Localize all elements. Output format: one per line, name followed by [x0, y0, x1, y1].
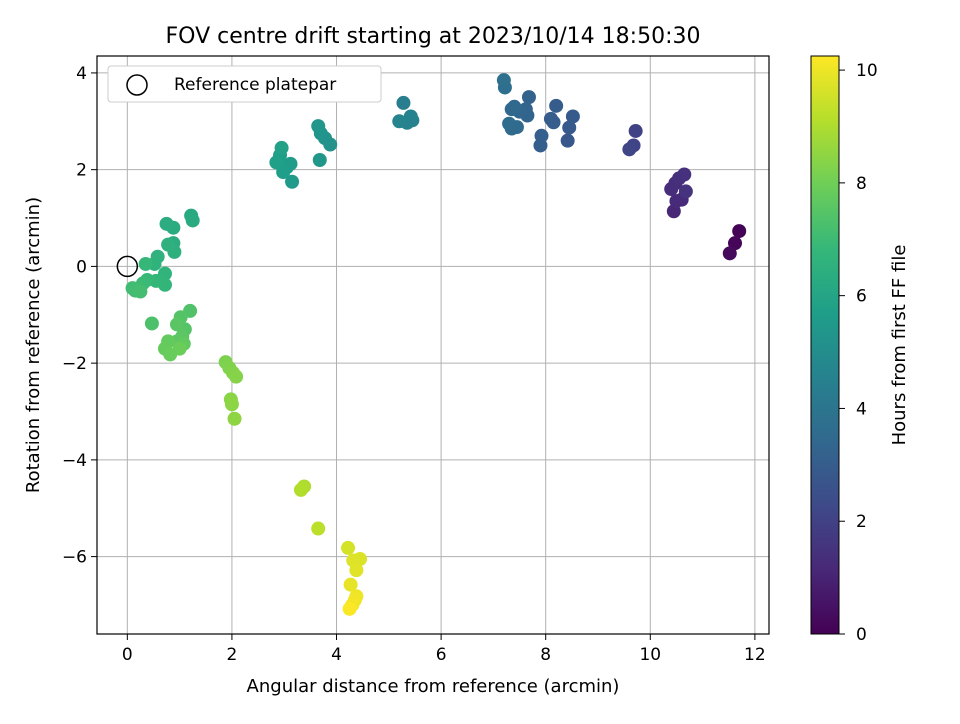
x-axis-label: Angular distance from reference (arcmin): [247, 676, 620, 697]
colorbar-tick-label: 6: [856, 287, 867, 307]
data-point: [392, 114, 407, 129]
data-point: [549, 98, 564, 113]
chart-title: FOV centre drift starting at 2023/10/14 …: [166, 24, 701, 49]
data-point: [732, 224, 747, 239]
data-point: [628, 123, 643, 138]
data-point: [285, 174, 300, 189]
data-point: [546, 115, 561, 130]
y-tick-label: −4: [62, 451, 87, 471]
y-tick-label: −6: [62, 548, 87, 568]
data-point: [560, 133, 575, 148]
legend-reference-marker: [126, 74, 148, 96]
data-point: [161, 237, 176, 252]
data-point: [349, 563, 364, 578]
data-point: [138, 256, 153, 271]
data-point: [311, 521, 326, 536]
y-tick-label: −2: [62, 354, 87, 374]
colorbar-label: Hours from first FF file: [889, 245, 910, 446]
y-axis-label: Rotation from reference (arcmin): [23, 197, 44, 493]
data-point: [311, 119, 326, 134]
x-tick-label: 4: [331, 645, 342, 665]
data-points: [125, 73, 747, 616]
x-tick-label: 0: [122, 645, 133, 665]
y-tick-label: 0: [76, 257, 87, 277]
data-point: [172, 341, 187, 356]
data-point: [565, 109, 580, 124]
data-point: [227, 411, 242, 426]
plot-frame: [96, 55, 770, 635]
colorbar-tick-label: 4: [856, 399, 867, 419]
data-point: [343, 577, 358, 592]
grid-lines: [97, 56, 769, 634]
data-point: [274, 140, 289, 155]
colorbar: [810, 55, 840, 635]
data-point: [622, 142, 637, 157]
x-axis-ticks: 0 2 4 6 8 10 12: [122, 634, 766, 665]
legend: Reference platepar: [107, 65, 382, 103]
data-point: [341, 540, 356, 555]
colorbar-tick-label: 10: [856, 61, 878, 81]
data-point: [159, 216, 174, 231]
data-point: [677, 167, 692, 182]
data-point: [562, 120, 577, 135]
colorbar-tick-label: 0: [856, 625, 867, 645]
y-tick-label: 2: [76, 161, 87, 181]
data-point: [229, 369, 244, 384]
reference-marker: [116, 255, 139, 278]
data-point: [534, 128, 549, 143]
data-point: [224, 397, 239, 412]
data-point: [678, 184, 693, 199]
data-point: [504, 102, 519, 117]
x-tick-label: 2: [227, 645, 238, 665]
data-point: [293, 482, 308, 497]
colorbar-tick-label: 2: [856, 512, 867, 532]
data-point: [312, 152, 327, 167]
colorbar-tick-label: 8: [856, 174, 867, 194]
data-point: [396, 95, 411, 110]
data-point: [342, 601, 357, 616]
x-tick-label: 8: [540, 645, 551, 665]
reference-point: [116, 255, 139, 278]
x-tick-label: 12: [744, 645, 766, 665]
data-point: [502, 116, 517, 131]
y-tick-label: 4: [76, 64, 87, 84]
legend-entry-label: Reference platepar: [174, 75, 336, 95]
y-axis-ticks: −6 −4 −2 0 2 4: [62, 64, 97, 568]
data-point: [521, 90, 536, 105]
data-point: [144, 316, 159, 331]
data-point: [185, 213, 200, 228]
x-tick-label: 10: [639, 645, 661, 665]
data-point: [133, 284, 148, 299]
x-tick-label: 6: [436, 645, 447, 665]
data-point: [170, 317, 185, 332]
colorbar-ticks: 0 2 4 6 8 10: [839, 61, 878, 645]
data-point: [269, 155, 284, 170]
data-point: [722, 246, 737, 261]
legend-box: [107, 65, 382, 103]
data-point: [496, 73, 511, 88]
